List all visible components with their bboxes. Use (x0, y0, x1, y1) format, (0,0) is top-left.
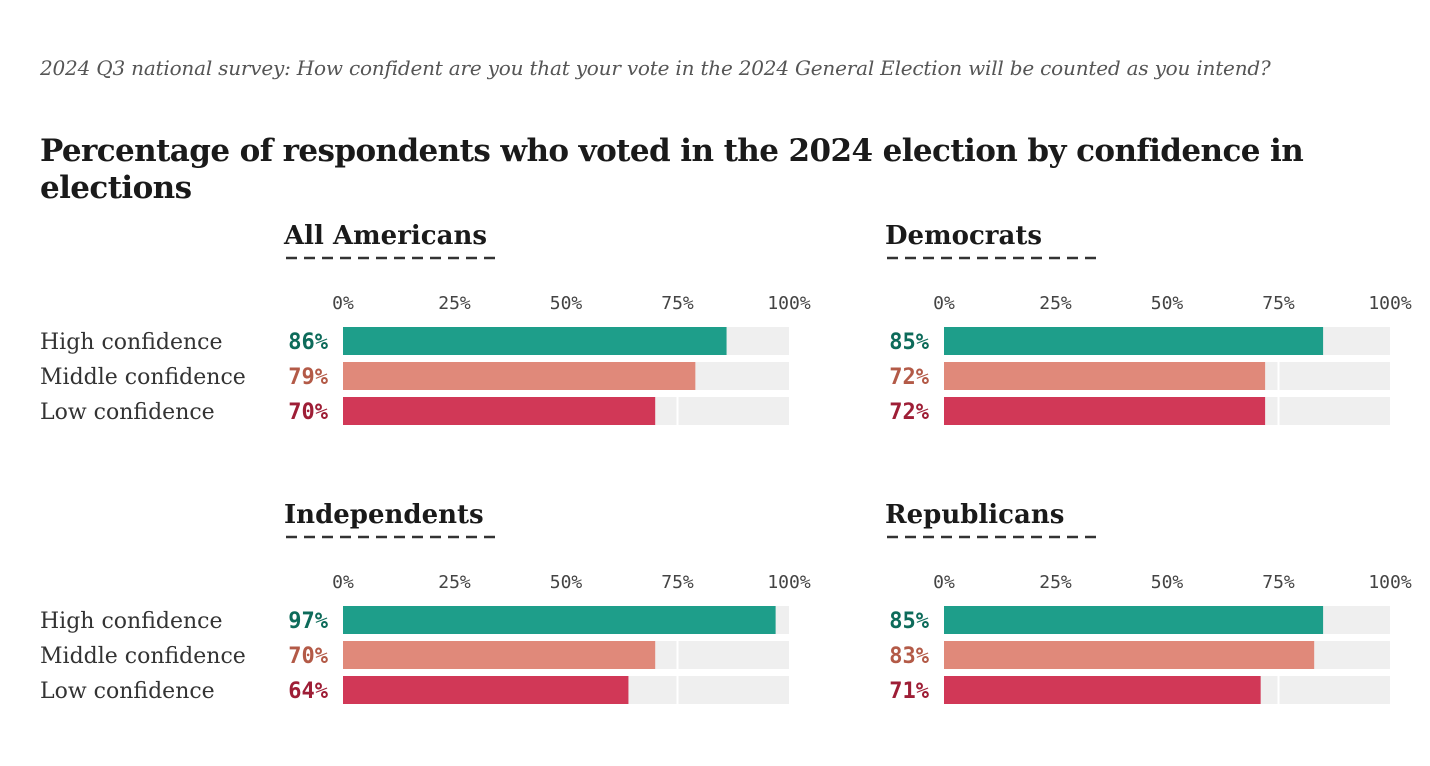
category-label: High confidence (40, 609, 223, 634)
bar (944, 362, 1266, 390)
category-label: High confidence (40, 330, 223, 355)
value-label: 72% (889, 400, 929, 425)
value-label: 97% (288, 609, 328, 634)
bar (944, 397, 1266, 425)
x-tick-label: 100% (1368, 572, 1412, 593)
category-label: Middle confidence (40, 644, 246, 669)
bar (343, 676, 629, 704)
value-label: 79% (288, 365, 328, 390)
chart-panel: Independents 0% 25% 50% 75% 100% 97% High confi… (40, 500, 811, 704)
category-label: Low confidence (40, 679, 215, 704)
bar (944, 676, 1261, 704)
x-tick-label: 100% (1368, 293, 1412, 314)
value-label: 86% (288, 330, 328, 355)
bar (944, 606, 1324, 634)
value-label: 70% (288, 644, 328, 669)
panel-title: Democrats (885, 221, 1042, 251)
chart-panel: Democrats 0% 25% 50% 75% 100% 85% 72% 72% (885, 221, 1412, 425)
bar (343, 397, 656, 425)
x-tick-label: 50% (1151, 293, 1184, 314)
x-tick-label: 25% (438, 293, 471, 314)
x-tick-label: 25% (1039, 572, 1072, 593)
x-tick-label: 0% (933, 572, 955, 593)
panel-title: All Americans (283, 221, 487, 251)
value-label: 83% (889, 644, 929, 669)
chart-subtitle: 2024 Q3 national survey: How confident a… (40, 56, 1271, 80)
value-label: 85% (889, 330, 929, 355)
bar (343, 327, 727, 355)
chart-panel: All Americans 0% 25% 50% 75% 100% 86% High conf… (40, 221, 811, 425)
x-tick-label: 100% (767, 572, 811, 593)
chart-panel: Republicans 0% 25% 50% 75% 100% 85% 83% 71% (885, 500, 1412, 704)
value-label: 64% (288, 679, 328, 704)
x-tick-label: 0% (332, 572, 354, 593)
bar (343, 362, 696, 390)
x-tick-label: 50% (1151, 572, 1184, 593)
x-tick-label: 75% (661, 293, 694, 314)
x-tick-label: 25% (438, 572, 471, 593)
x-tick-label: 0% (332, 293, 354, 314)
x-tick-label: 25% (1039, 293, 1072, 314)
value-label: 72% (889, 365, 929, 390)
x-tick-label: 50% (550, 572, 583, 593)
x-tick-label: 50% (550, 293, 583, 314)
chart-title: Percentage of respondents who voted in t… (40, 133, 1304, 206)
category-label: Middle confidence (40, 365, 246, 390)
value-label: 85% (889, 609, 929, 634)
x-tick-label: 75% (1262, 293, 1295, 314)
bar (944, 327, 1324, 355)
value-label: 71% (889, 679, 929, 704)
category-label: Low confidence (40, 400, 215, 425)
x-tick-label: 75% (661, 572, 694, 593)
value-label: 70% (288, 400, 328, 425)
panel-title: Republicans (885, 500, 1064, 530)
bar (343, 641, 656, 669)
panel-title: Independents (284, 500, 484, 530)
bar (343, 606, 776, 634)
bar (944, 641, 1315, 669)
x-tick-label: 0% (933, 293, 955, 314)
x-tick-label: 75% (1262, 572, 1295, 593)
x-tick-label: 100% (767, 293, 811, 314)
